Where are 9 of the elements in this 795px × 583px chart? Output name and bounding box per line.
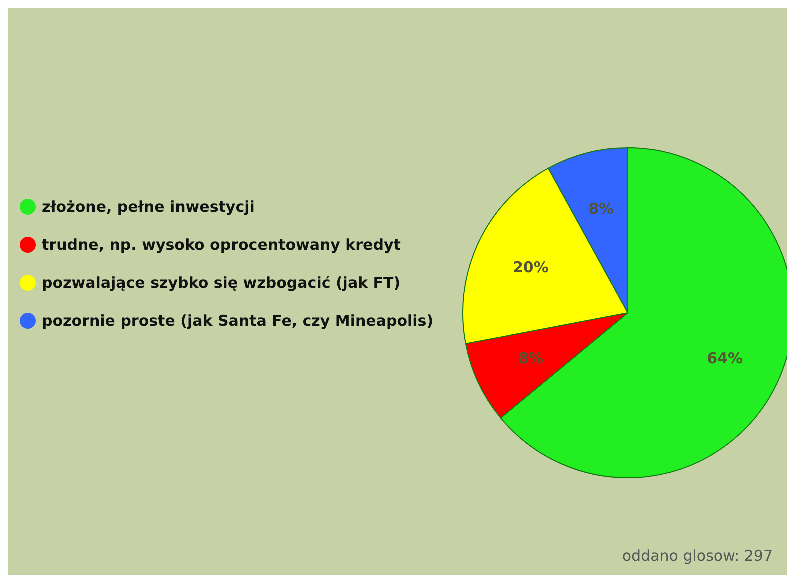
legend-label: pozornie proste (jak Santa Fe, czy Mineapolis) [42,311,434,332]
legend-label: złożone, pełne inwestycji [42,197,255,218]
data-label: 8% [518,350,544,368]
legend-label: pozwalające szybko się wzbogacić (jak FT) [42,273,401,294]
legend-label: trudne, np. wysoko oprocentowany kredyt [42,235,401,256]
data-label: 8% [588,200,614,218]
data-label: 64% [707,350,743,368]
data-label: 20% [513,258,549,276]
text: oddano glosow: 297 [622,547,773,565]
